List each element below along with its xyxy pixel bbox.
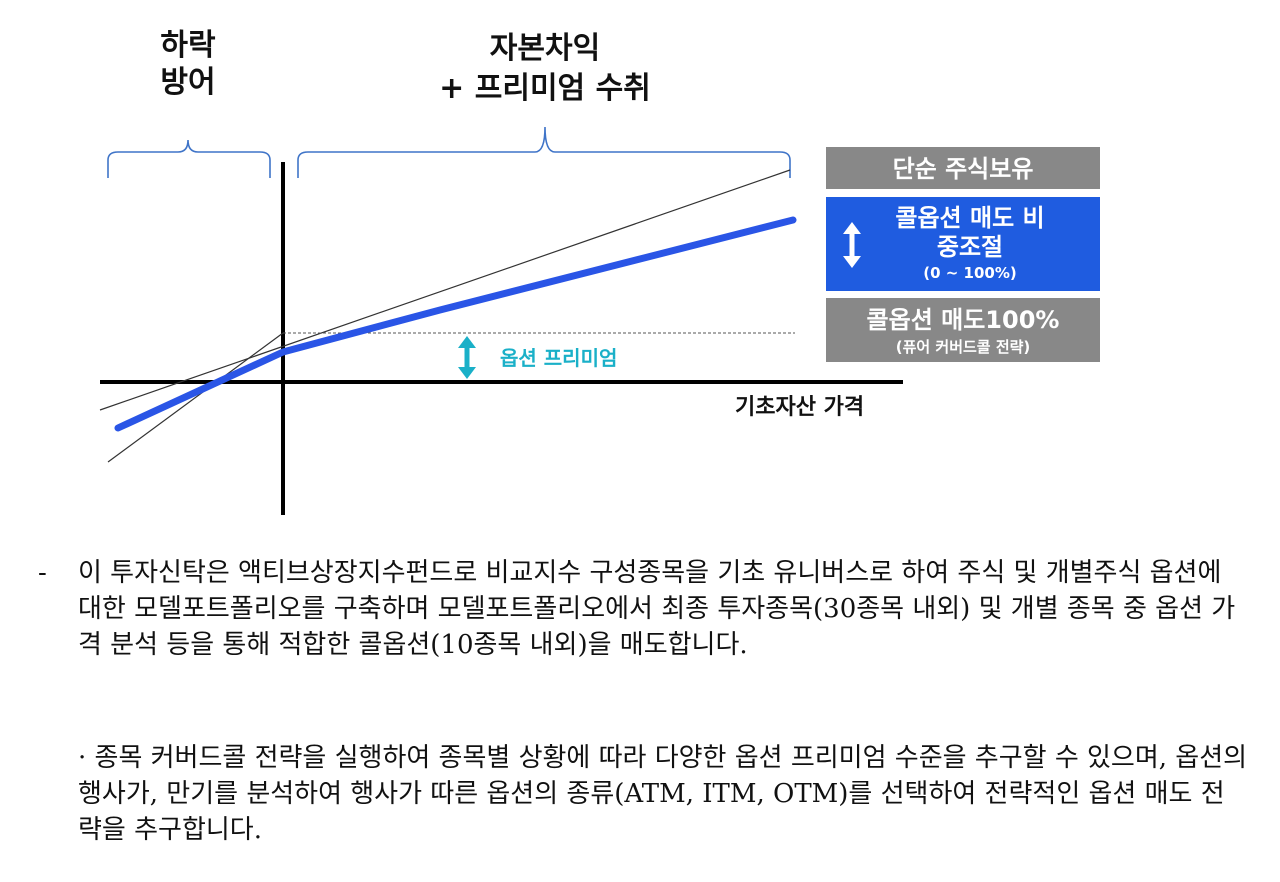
bullet-dash: -: [38, 558, 47, 588]
downside-bracket: [107, 139, 271, 178]
legend-simple-stock-box: [826, 147, 1100, 189]
paragraph-2-text: · 종목 커버드콜 전략을 실행하여 종목별 상황에 따라 다양한 옵션 프리미…: [78, 743, 1256, 845]
legend-call-ratio-label-3: (0 ~ 100%): [923, 264, 1017, 282]
call-ratio-payoff-line: [114, 216, 797, 432]
downside-label-1: 하락: [160, 28, 216, 63]
legend-covered-call-label-1: 콜옵션 매도100%: [867, 306, 1060, 334]
legend-updown-arrow-icon: [843, 222, 861, 268]
paragraph-1: - 이 투자신탁은 액티브상장지수펀드로 비교지수 구성종목을 기초 유니버스로…: [38, 555, 1248, 663]
option-premium-arrow-icon: [458, 336, 476, 379]
upside-bracket: [297, 126, 791, 178]
downside-label-2: 방어: [160, 65, 215, 100]
option-premium-label: 옵션 프리미엄: [500, 346, 617, 370]
paragraph-2: · 종목 커버드콜 전략을 실행하여 종목별 상황에 따라 다양한 옵션 프리미…: [38, 740, 1248, 848]
paragraph-1-text: 이 투자신탁은 액티브상장지수펀드로 비교지수 구성종목을 기초 유니버스로 하…: [78, 558, 1236, 660]
covered-call-upper-line: [107, 332, 284, 463]
payoff-diagram: 하락 방어 자본차익 + 프리미엄 수취 옵션 프리미엄 기초자산 가격 단순 …: [99, 28, 1100, 515]
legend-covered-call-label-2: (퓨어 커버드콜 전략): [896, 338, 1031, 356]
legend-call-ratio-box: [826, 197, 1100, 291]
legend-simple-stock-label: 단순 주식보유: [893, 155, 1034, 183]
legend-call-ratio-label-2: 중조절: [937, 233, 1003, 261]
stock-holding-line: [99, 169, 791, 411]
upside-label-2: + 프리미엄 수취: [439, 71, 651, 106]
x-axis-label: 기초자산 가격: [735, 395, 864, 420]
upside-label-1: 자본차익: [490, 31, 600, 66]
legend-covered-call-box: [826, 298, 1100, 362]
legend-call-ratio-label-1: 콜옵션 매도 비: [895, 204, 1044, 232]
